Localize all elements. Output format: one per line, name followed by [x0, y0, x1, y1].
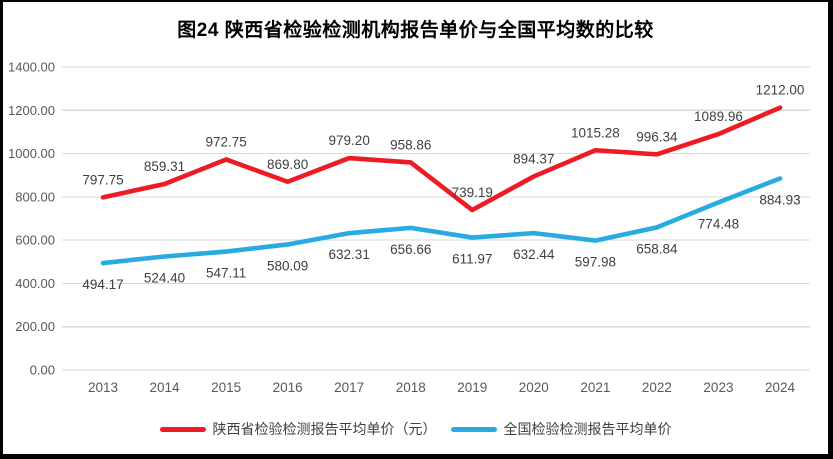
- data-label: 1015.28: [571, 125, 620, 140]
- legend-item-national: 全国检验检测报告平均单价: [450, 419, 672, 439]
- x-tick-label: 2016: [273, 380, 303, 395]
- data-label: 979.20: [329, 133, 370, 148]
- y-tick-label: 800.00: [15, 189, 55, 204]
- chart-legend: 陕西省检验检测报告平均单价（元） 全国检验检测报告平均单价: [3, 419, 828, 439]
- data-label: 958.86: [390, 137, 431, 152]
- line-chart: 0.00 200.00 400.00 600.00 800.00 1000.00 1200.…: [8, 60, 810, 395]
- data-label: 547.11: [206, 266, 246, 281]
- data-label: 884.93: [759, 192, 800, 207]
- data-label: 739.19: [452, 185, 493, 200]
- y-tick-label: 1200.00: [8, 103, 55, 118]
- x-tick-label: 2019: [457, 380, 487, 395]
- legend-swatch-national: [450, 426, 497, 432]
- data-label: 632.31: [329, 247, 370, 262]
- data-label: 632.44: [513, 247, 555, 262]
- data-label: 580.09: [267, 258, 308, 273]
- data-label: 494.17: [82, 277, 123, 292]
- data-label: 524.40: [144, 271, 185, 286]
- data-label: 658.84: [636, 241, 678, 256]
- data-label: 797.75: [82, 172, 123, 187]
- y-tick-label: 1400.00: [8, 60, 55, 75]
- x-tick-label: 2018: [396, 380, 426, 395]
- legend-label-national: 全国检验检测报告平均单价: [503, 421, 672, 437]
- x-tick-label: 2023: [703, 380, 733, 395]
- y-tick-label: 1000.00: [8, 146, 55, 161]
- legend-item-shaanxi: 陕西省检验检测报告平均单价（元）: [159, 419, 437, 439]
- data-label: 597.98: [575, 255, 616, 270]
- y-tick-label: 400.00: [15, 276, 55, 291]
- data-label: 774.48: [698, 216, 739, 231]
- x-tick-label: 2015: [211, 380, 241, 395]
- x-tick-label: 2017: [334, 380, 364, 395]
- series-line-0: [100, 105, 783, 213]
- series-line-1: [100, 176, 783, 266]
- chart-title: 图24 陕西省检验检测机构报告单价与全国平均数的比较: [177, 20, 654, 41]
- data-label: 859.31: [144, 159, 185, 174]
- data-label: 869.80: [267, 157, 308, 172]
- x-tick-label: 2020: [519, 380, 549, 395]
- x-tick-label: 2021: [580, 380, 610, 395]
- x-tick-label: 2022: [642, 380, 672, 395]
- y-tick-label: 200.00: [15, 319, 55, 334]
- data-label: 972.75: [205, 134, 246, 149]
- data-label: 1089.96: [694, 109, 743, 124]
- data-label: 656.66: [390, 242, 431, 257]
- y-tick-label: 0.00: [30, 363, 55, 378]
- x-tick-label: 2013: [88, 380, 118, 395]
- legend-swatch-shaanxi: [159, 426, 206, 432]
- y-tick-label: 600.00: [15, 233, 55, 248]
- x-tick-label: 2024: [765, 380, 796, 395]
- data-label: 1212.00: [756, 83, 805, 98]
- legend-label-shaanxi: 陕西省检验检测报告平均单价（元）: [212, 421, 437, 437]
- data-label: 611.97: [452, 252, 492, 267]
- data-label: 894.37: [513, 151, 554, 166]
- x-tick-label: 2014: [150, 380, 181, 395]
- data-label: 996.34: [636, 129, 678, 144]
